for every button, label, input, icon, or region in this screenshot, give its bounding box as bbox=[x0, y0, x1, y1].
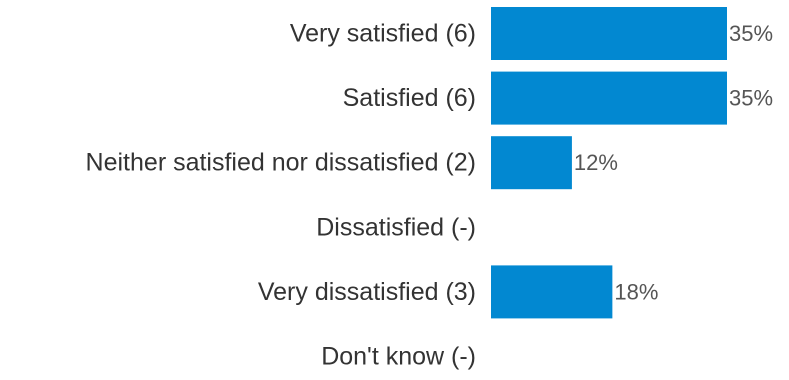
category-label-very-dissatisfied: Very dissatisfied (3) bbox=[258, 278, 476, 306]
category-label-satisfied: Satisfied (6) bbox=[343, 84, 476, 112]
bar-neither-satisfied-nor-dissatisfied bbox=[491, 136, 572, 190]
category-label-neither-satisfied-nor-dissatisfied: Neither satisfied nor dissatisfied (2) bbox=[86, 149, 476, 177]
category-label-dissatisfied: Dissatisfied (-) bbox=[316, 213, 476, 241]
value-label-satisfied: 35% bbox=[729, 86, 773, 111]
category-label-don-t-know: Don't know (-) bbox=[321, 343, 476, 371]
bar-very-satisfied bbox=[491, 7, 727, 60]
category-label-very-satisfied: Very satisfied (6) bbox=[290, 20, 476, 48]
plot-area: Very satisfied (6) 35% Satisfied (6) 35% Nei… bbox=[86, 7, 773, 371]
value-label-very-satisfied: 35% bbox=[729, 21, 773, 46]
bar-satisfied bbox=[491, 71, 727, 125]
bar-very-dissatisfied bbox=[491, 265, 613, 319]
value-label-very-dissatisfied: 18% bbox=[614, 279, 658, 304]
value-label-neither-satisfied-nor-dissatisfied: 12% bbox=[574, 150, 618, 175]
